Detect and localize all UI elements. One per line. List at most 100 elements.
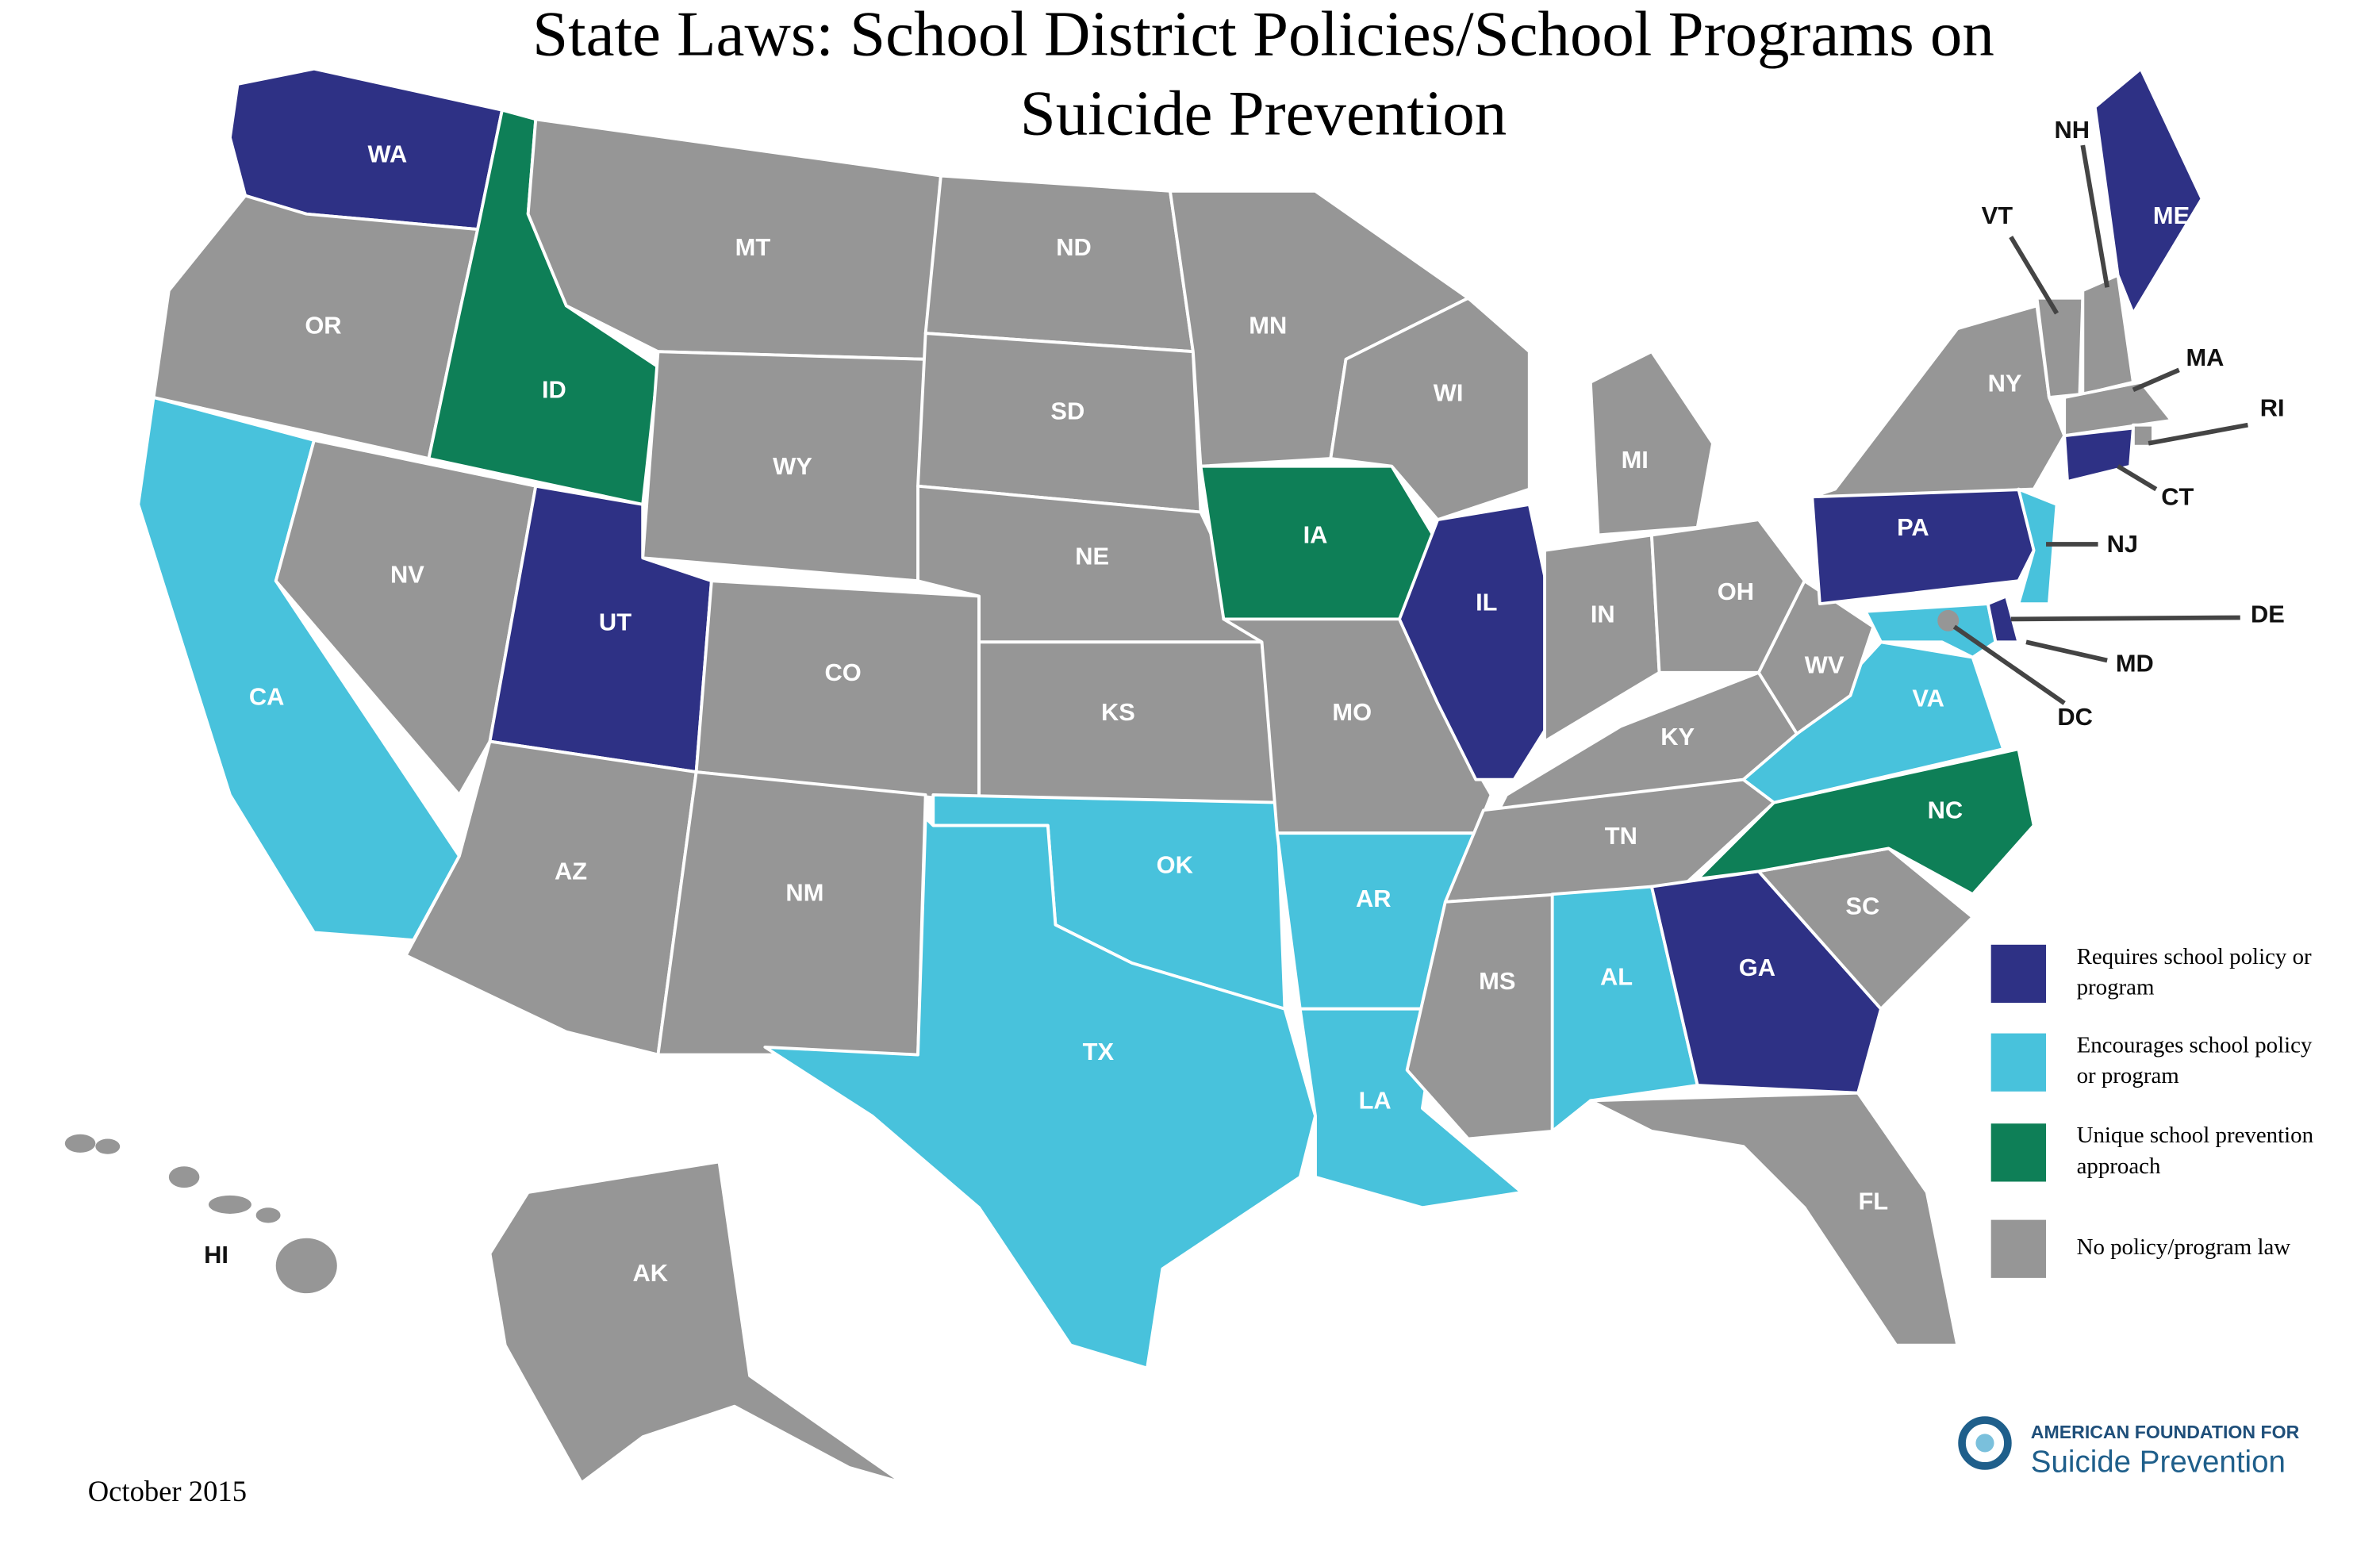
state-label: WY xyxy=(773,452,812,480)
state-label: NV xyxy=(390,561,424,589)
legend-label: or program xyxy=(2077,1063,2180,1088)
state-label: AZ xyxy=(555,857,587,885)
state-label: MD xyxy=(2116,649,2154,677)
state-shape-part xyxy=(64,1134,96,1153)
state-label: IA xyxy=(1303,520,1328,548)
state-shape xyxy=(2017,487,2059,606)
state-shape xyxy=(2063,426,2135,483)
state-label: HI xyxy=(204,1241,228,1269)
state-label: MO xyxy=(1332,698,1372,726)
state-label: OR xyxy=(305,311,341,339)
state-label: CT xyxy=(2161,482,2194,510)
state-label: NM xyxy=(785,878,823,906)
state-shape-part xyxy=(95,1138,121,1154)
state-shape xyxy=(1329,296,1531,522)
state-shape-part xyxy=(208,1195,251,1214)
logo-line: AMERICAN FOUNDATION FOR xyxy=(2031,1422,2300,1442)
state-shape xyxy=(656,770,927,1057)
state-shape xyxy=(2093,67,2204,315)
title-line: State Laws: School District Policies/Sch… xyxy=(532,0,1994,69)
state-shape xyxy=(694,579,981,804)
states xyxy=(64,67,2204,1484)
state-shape xyxy=(1405,892,1562,1141)
state-label: WI xyxy=(1434,378,1464,406)
state-label: NH xyxy=(2055,116,2090,144)
state-shape xyxy=(488,1160,904,1484)
callouts: VT NH MA RI CT NJ DE MD DC xyxy=(1952,116,2285,731)
state-shape xyxy=(274,439,538,797)
state-label: LA xyxy=(1359,1086,1392,1114)
state-label: MS xyxy=(1479,967,1515,995)
state-label: NC xyxy=(1928,796,1964,823)
state-label: SD xyxy=(1050,397,1084,424)
legend-swatch xyxy=(1990,1033,2047,1092)
state-shape xyxy=(1550,885,1699,1133)
state-label: KS xyxy=(1101,698,1135,726)
state-shape xyxy=(923,174,1195,354)
state-label: DC xyxy=(2057,703,2093,731)
state-shape xyxy=(64,1134,337,1294)
date: October 2015 xyxy=(88,1475,247,1507)
state-labels: WA OR CA NV ID MT WY UT CO AZ NM ND SD N… xyxy=(204,140,2190,1287)
state-label: VT xyxy=(1982,202,2013,229)
state-shape xyxy=(1543,533,1661,743)
state-shape xyxy=(1810,304,2067,499)
state-shape xyxy=(1986,594,2021,644)
state-label: NJ xyxy=(2107,530,2138,558)
legend-swatch xyxy=(1990,1123,2047,1182)
state-label: AR xyxy=(1356,885,1392,912)
state-shape xyxy=(1443,777,1775,904)
legend-swatch xyxy=(1990,944,2047,1004)
state-label: ND xyxy=(1056,233,1092,261)
state-label: MI xyxy=(1622,446,1649,474)
logo: AMERICAN FOUNDATION FOR Suicide Preventi… xyxy=(1958,1416,2300,1480)
legend-label: Requires school policy or xyxy=(2077,944,2312,969)
legend-swatch xyxy=(1990,1219,2047,1278)
state-label: GA xyxy=(1739,954,1775,981)
legend-label: No policy/program law xyxy=(2077,1234,2291,1260)
state-label: MT xyxy=(735,233,771,261)
legend-label: program xyxy=(2077,974,2155,1000)
state-label: CO xyxy=(824,658,861,686)
state-label: ME xyxy=(2153,202,2190,229)
state-shape-part xyxy=(275,1238,337,1294)
state-label: SC xyxy=(1845,892,1879,920)
state-label: OK xyxy=(1157,851,1193,879)
state-label: KY xyxy=(1660,723,1695,750)
legend-label: approach xyxy=(2077,1154,2161,1179)
legend-label: Encourages school policy xyxy=(2077,1033,2313,1058)
state-shape-part xyxy=(255,1207,281,1223)
state-shape xyxy=(1756,579,1875,735)
state-label: WV xyxy=(1805,651,1844,678)
state-label: CA xyxy=(249,683,285,711)
legend-label: Unique school prevention xyxy=(2077,1123,2314,1148)
state-label: MA xyxy=(2186,344,2224,371)
state-label: IL xyxy=(1476,588,1497,616)
state-label: PA xyxy=(1897,513,1929,541)
state-label: NE xyxy=(1075,542,1109,570)
state-shape xyxy=(1588,1091,1960,1347)
state-label: DE xyxy=(2251,601,2285,628)
state-shape xyxy=(1588,350,1714,537)
state-label: ID xyxy=(542,375,566,403)
state-label: WA xyxy=(368,140,408,168)
state-label: UT xyxy=(599,608,631,635)
logo-line: Suicide Prevention xyxy=(2031,1445,2286,1480)
state-label: TN xyxy=(1605,822,1637,850)
state-label: TX xyxy=(1083,1038,1115,1065)
state-label: MN xyxy=(1249,311,1287,339)
state-shape xyxy=(763,816,1317,1370)
title-line: Suicide Prevention xyxy=(1020,78,1507,149)
state-label: VA xyxy=(1912,685,1944,712)
state-shape xyxy=(404,739,698,1057)
state-label: IN xyxy=(1591,601,1615,628)
state-label: RI xyxy=(2260,394,2285,422)
state-label: FL xyxy=(1858,1188,1888,1215)
state-shape xyxy=(1398,502,1554,781)
state-label: OH xyxy=(1718,578,1754,605)
state-label: NY xyxy=(1988,370,2022,397)
legend: Requires school policy or program Encourag… xyxy=(1990,944,2314,1278)
state-label: AK xyxy=(633,1259,669,1287)
